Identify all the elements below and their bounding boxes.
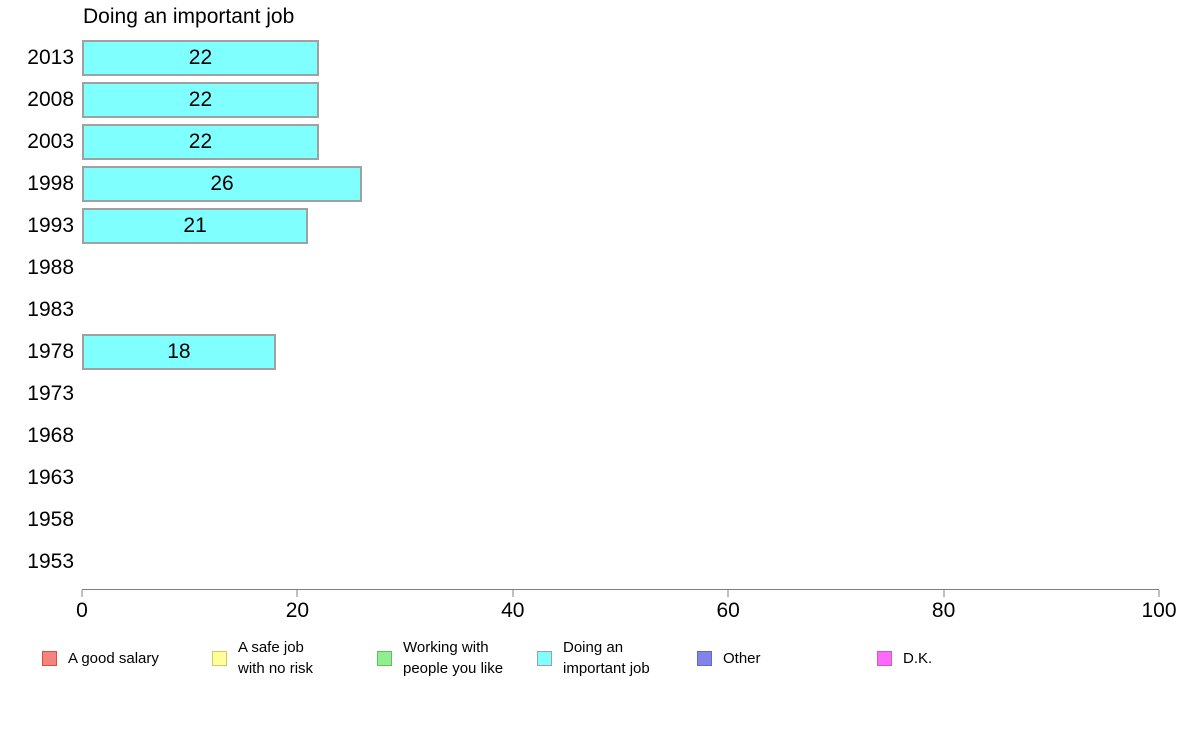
y-axis-label: 1968	[27, 424, 74, 447]
chart-row: 1983	[0, 289, 1159, 331]
x-axis-tick	[512, 590, 514, 597]
x-axis-tick	[727, 590, 729, 597]
y-axis-label: 1993	[27, 214, 74, 237]
row-plot-area: 22	[82, 82, 1159, 118]
legend-swatch-working-with-people-you-like	[377, 650, 392, 666]
chart-row: 1968	[0, 415, 1159, 457]
legend-item-d-k: D.K.	[877, 636, 932, 680]
x-axis-tick	[81, 590, 83, 597]
legend-swatch-a-good-salary	[42, 650, 57, 666]
row-plot-area	[82, 502, 1159, 538]
chart-rows: 2013 22 2008 22 2003 22 1998 26 1993 21 1988 1983 19…	[0, 37, 1159, 583]
bar-value-label: 26	[210, 172, 234, 195]
x-tick-label: 20	[285, 599, 310, 622]
bar-1998: 26	[82, 166, 363, 202]
row-plot-area	[82, 460, 1159, 496]
legend-label: A good salary	[68, 649, 159, 667]
row-plot-area	[82, 250, 1159, 286]
row-plot-area	[82, 418, 1159, 454]
y-axis-label: 1983	[27, 298, 74, 321]
x-tick-label: 0	[76, 599, 88, 622]
chart-title: Doing an important job	[83, 5, 295, 28]
chart-row: 1963	[0, 457, 1159, 499]
y-axis-label: 2013	[27, 46, 74, 69]
bar-value-label: 22	[188, 88, 213, 111]
y-axis-label: 2008	[27, 88, 74, 111]
chart-row: 2013 22	[0, 37, 1159, 79]
row-plot-area: 21	[82, 208, 1159, 244]
bar-value-label: 18	[167, 340, 191, 363]
chart-row: 1978 18	[0, 331, 1159, 373]
x-tick-label: 40	[501, 599, 525, 622]
row-plot-area: 22	[82, 124, 1159, 160]
x-axis-tick	[1158, 590, 1160, 597]
y-axis-label: 1963	[27, 466, 74, 489]
row-plot-area: 22	[82, 40, 1159, 76]
y-axis-label: 1958	[27, 508, 74, 531]
y-axis-label: 1988	[27, 256, 74, 279]
legend-swatch-a-safe-job-with-no-risk	[212, 650, 227, 666]
row-plot-area: 26	[82, 166, 1159, 202]
x-axis: 0 20 40 60 80 100	[76, 589, 1177, 629]
x-axis-tick	[943, 590, 945, 597]
bar-value-label: 22	[188, 46, 213, 69]
legend-label: Doing an important job	[563, 639, 650, 677]
legend-item-working-with-people-you-like: Working with people you like	[377, 636, 503, 680]
y-axis-label: 1998	[27, 172, 74, 195]
y-axis-label: 1978	[27, 340, 74, 363]
bar-value-label: 21	[183, 214, 207, 237]
row-plot-area	[82, 292, 1159, 328]
legend-swatch-doing-an-important-job	[537, 650, 552, 666]
chart-row: 1973	[0, 373, 1159, 415]
y-axis-label: 1973	[27, 382, 74, 405]
chart-row: 2008 22	[0, 79, 1159, 121]
chart-row: 1988	[0, 247, 1159, 289]
bar-2003: 22	[82, 124, 319, 160]
x-tick-label: 80	[931, 599, 956, 622]
bar-value-label: 22	[188, 130, 213, 153]
legend-swatch-d-k	[877, 650, 892, 666]
legend-label: A safe job with no risk	[238, 639, 314, 677]
row-plot-area	[82, 376, 1159, 412]
legend-item-other: Other	[697, 636, 761, 680]
bar-2013: 22	[82, 40, 319, 76]
row-plot-area: 18	[82, 334, 1159, 370]
y-axis-label: 1953	[27, 550, 74, 573]
x-axis-tick	[296, 590, 298, 597]
x-tick-label: 60	[716, 599, 740, 622]
legend-label: D.K.	[903, 649, 933, 667]
bar-2008: 22	[82, 82, 319, 118]
legend: A good salary A safe job with no risk Worki…	[0, 636, 1188, 680]
chart-row: 1958	[0, 499, 1159, 541]
row-plot-area	[82, 544, 1159, 580]
y-axis-label: 2003	[27, 130, 74, 153]
legend-swatch-other	[697, 650, 712, 666]
chart-row: 1993 21	[0, 205, 1159, 247]
bar-1993: 21	[82, 208, 309, 244]
x-tick-label: 100	[1141, 599, 1177, 622]
chart-row: 1998 26	[0, 163, 1159, 205]
legend-item-a-good-salary: A good salary	[42, 636, 159, 680]
legend-label: Other	[723, 649, 761, 667]
legend-item-doing-an-important-job: Doing an important job	[537, 636, 650, 680]
chart-row: 2003 22	[0, 121, 1159, 163]
bar-1978: 18	[82, 334, 276, 370]
legend-label: Working with people you like	[403, 639, 504, 677]
legend-item-a-safe-job-with-no-risk: A safe job with no risk	[212, 636, 313, 680]
chart-row: 1953	[0, 541, 1159, 583]
